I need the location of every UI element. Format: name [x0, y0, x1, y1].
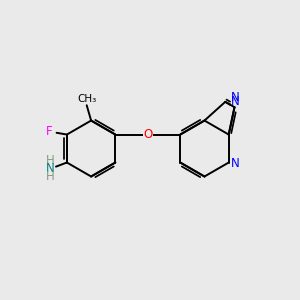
- Text: O: O: [143, 128, 152, 141]
- Text: H: H: [46, 169, 55, 183]
- Text: N: N: [46, 162, 55, 175]
- Text: N: N: [231, 91, 239, 103]
- Text: H: H: [46, 154, 55, 167]
- Text: F: F: [46, 125, 52, 138]
- Text: CH₃: CH₃: [77, 94, 96, 104]
- Text: N: N: [231, 157, 240, 170]
- Text: N: N: [231, 95, 239, 108]
